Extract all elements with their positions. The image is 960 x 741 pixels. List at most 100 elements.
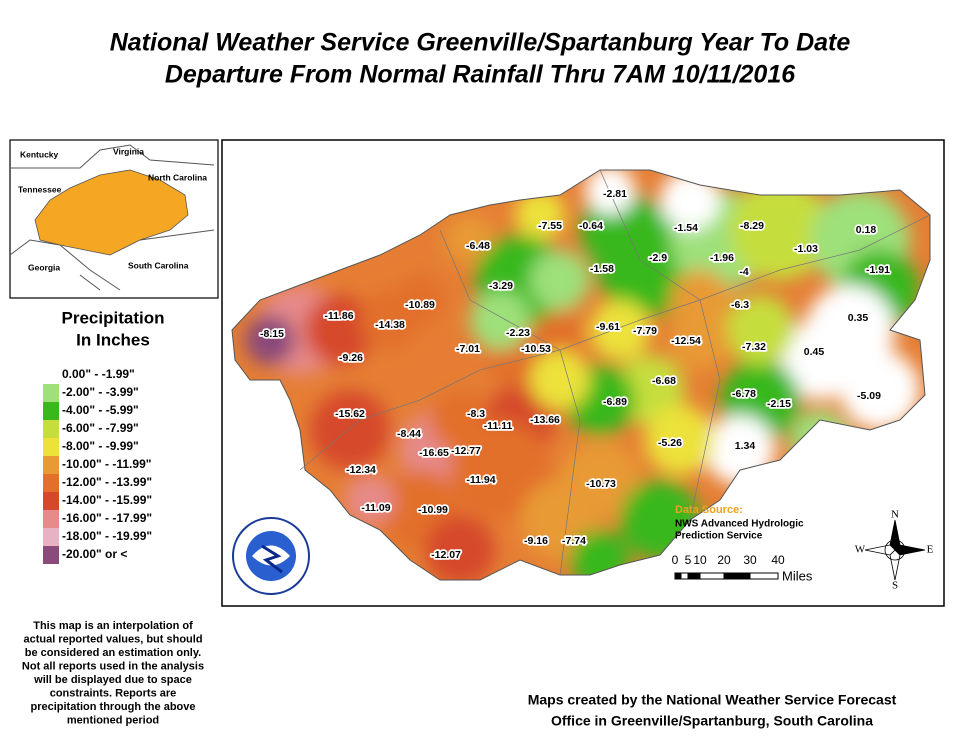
rain-zone bbox=[310, 390, 390, 470]
rain-zone bbox=[515, 190, 565, 240]
disclaimer-line: constraints. Reports are bbox=[50, 687, 177, 699]
legend-label: -2.00" - -3.99" bbox=[62, 385, 139, 399]
disclaimer-line: be considered an estimation only. bbox=[25, 647, 201, 659]
station-value: -6.3 bbox=[731, 299, 749, 311]
data-source-heading: Data Source: bbox=[675, 504, 743, 516]
station-value: -8.3 bbox=[467, 408, 485, 420]
compass-letter: N bbox=[891, 509, 899, 521]
scale-label: 10 bbox=[693, 553, 707, 567]
station-value: -12.77 bbox=[451, 445, 481, 457]
legend-swatch bbox=[43, 510, 59, 528]
legend-swatch bbox=[43, 402, 59, 420]
legend-title: Precipitation bbox=[62, 308, 165, 327]
station-value: -1.96 bbox=[710, 252, 734, 264]
station-value: -6.68 bbox=[652, 375, 676, 387]
legend-label: -8.00" - -9.99" bbox=[62, 439, 139, 453]
station-value: -9.26 bbox=[339, 352, 363, 364]
station-value: -15.62 bbox=[335, 408, 365, 420]
station-value: -12.34 bbox=[346, 464, 376, 476]
station-value: -6.48 bbox=[466, 240, 490, 252]
rain-zone bbox=[585, 170, 635, 215]
station-value: -11.11 bbox=[484, 420, 513, 432]
station-value: -11.94 bbox=[466, 474, 495, 486]
scale-segment bbox=[699, 572, 725, 580]
station-value: -2.15 bbox=[767, 398, 791, 410]
station-value: 0.18 bbox=[856, 224, 877, 236]
legend-swatch bbox=[43, 546, 59, 564]
rain-zone bbox=[560, 440, 640, 520]
compass-letter: W bbox=[855, 544, 866, 556]
rain-zone bbox=[670, 310, 730, 370]
station-value: 0.45 bbox=[804, 346, 825, 358]
station-value: -7.79 bbox=[633, 325, 657, 337]
legend-label: -18.00" - -19.99" bbox=[62, 529, 152, 543]
disclaimer-line: will be displayed due to space bbox=[33, 674, 192, 686]
station-value: -8.15 bbox=[260, 328, 284, 340]
legend-swatch bbox=[43, 366, 59, 384]
station-value: -7.01 bbox=[456, 343, 480, 355]
rain-zone bbox=[725, 295, 795, 365]
station-value: -9.61 bbox=[596, 321, 620, 333]
scale-segment bbox=[687, 572, 701, 580]
station-value: 0.35 bbox=[848, 312, 869, 324]
region-outline bbox=[231, 169, 931, 581]
scale-segment bbox=[680, 572, 689, 580]
data-source-line: Prediction Service bbox=[675, 531, 763, 542]
map-title: National Weather Service Greenville/Spar… bbox=[110, 29, 851, 57]
legend-label: -16.00" - -17.99" bbox=[62, 511, 152, 525]
station-value: -6.78 bbox=[732, 388, 756, 400]
inset-label: Kentucky bbox=[20, 149, 59, 159]
disclaimer-line: precipitation through the above bbox=[30, 701, 195, 713]
legend-label: -4.00" - -5.99" bbox=[62, 403, 139, 417]
inset-label: Tennessee bbox=[18, 184, 62, 194]
boundaries bbox=[299, 169, 931, 576]
rain-zone bbox=[345, 475, 395, 525]
station-value: -16.65 bbox=[419, 447, 449, 459]
station-value: -4 bbox=[739, 266, 748, 278]
credit-line: Office in Greenville/Spartanburg, South … bbox=[551, 713, 873, 729]
station-value: -8.44 bbox=[397, 428, 421, 440]
station-value: 1.34 bbox=[735, 440, 756, 452]
station-value: -1.58 bbox=[590, 263, 614, 275]
station-value: -5.09 bbox=[857, 390, 881, 402]
map-title: Departure From Normal Rainfall Thru 7AM … bbox=[165, 61, 796, 89]
station-value: -3.29 bbox=[489, 280, 513, 292]
scale-segment bbox=[749, 572, 779, 580]
station-value: -12.54 bbox=[671, 335, 701, 347]
legend-label: -6.00" - -7.99" bbox=[62, 421, 139, 435]
rain-zone bbox=[840, 350, 920, 430]
rain-zone bbox=[245, 315, 295, 365]
data-source-line: NWS Advanced Hydrologic bbox=[675, 519, 804, 530]
scale-label: 40 bbox=[771, 553, 785, 567]
station-value: -8.29 bbox=[740, 220, 764, 232]
station-value: -1.91 bbox=[866, 264, 890, 276]
scale-segment bbox=[723, 572, 751, 580]
rain-zone bbox=[645, 405, 715, 475]
legend-label: -10.00" - -11.99" bbox=[62, 457, 151, 471]
legend-swatch bbox=[43, 492, 59, 510]
station-value: -10.99 bbox=[418, 504, 448, 516]
inset-label: Georgia bbox=[28, 262, 60, 272]
legend-label: -20.00" or < bbox=[62, 547, 127, 561]
station-value: -10.53 bbox=[521, 343, 551, 355]
rain-zone bbox=[530, 350, 590, 410]
inset-label: Virginia bbox=[113, 146, 144, 156]
rain-zone bbox=[450, 420, 550, 520]
station-value: -9.16 bbox=[524, 535, 548, 547]
scale-segment bbox=[674, 572, 682, 580]
station-value: -13.66 bbox=[530, 414, 560, 426]
rain-zone bbox=[425, 515, 495, 580]
station-value: -11.86 bbox=[324, 310, 353, 322]
disclaimer-line: This map is an interpolation of bbox=[33, 620, 193, 632]
station-value: -5.26 bbox=[658, 437, 682, 449]
rain-zone bbox=[445, 215, 495, 265]
station-value: -10.89 bbox=[405, 299, 435, 311]
credit-line: Maps created by the National Weather Ser… bbox=[528, 692, 897, 708]
station-value: -0.64 bbox=[579, 220, 603, 232]
legend-label: -14.00" - -15.99" bbox=[62, 493, 152, 507]
compass-letter: E bbox=[927, 544, 934, 556]
scale-label: 0 bbox=[672, 553, 679, 567]
station-value: -6.89 bbox=[603, 396, 627, 408]
rain-zone bbox=[780, 320, 860, 400]
